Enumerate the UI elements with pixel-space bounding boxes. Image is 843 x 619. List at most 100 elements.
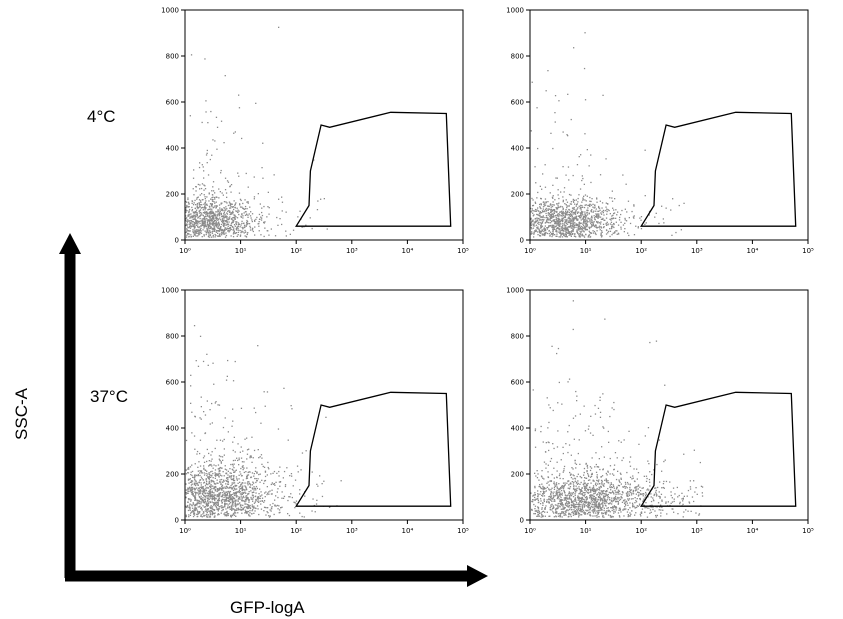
scatter-point bbox=[553, 204, 555, 206]
scatter-point bbox=[665, 502, 667, 504]
scatter-point bbox=[555, 229, 558, 231]
scatter-point bbox=[192, 221, 194, 223]
scatter-point bbox=[600, 486, 602, 488]
scatter-point bbox=[195, 235, 197, 237]
scatter-point bbox=[254, 226, 256, 228]
scatter-point bbox=[235, 227, 237, 230]
scatter-point bbox=[552, 184, 554, 186]
scatter-point bbox=[188, 478, 190, 481]
scatter-point bbox=[241, 206, 243, 208]
scatter-point bbox=[659, 496, 661, 498]
scatter-point bbox=[543, 499, 545, 501]
scatter-point bbox=[539, 232, 541, 234]
scatter-point bbox=[211, 495, 214, 497]
scatter-point bbox=[218, 495, 220, 497]
scatter-point bbox=[191, 220, 193, 223]
scatter-point bbox=[598, 504, 600, 506]
scatter-point bbox=[204, 230, 206, 232]
scatter-point bbox=[598, 458, 600, 460]
scatter-point bbox=[572, 219, 575, 221]
scatter-point bbox=[595, 208, 597, 210]
scatter-point bbox=[202, 513, 204, 515]
scatter-point bbox=[551, 196, 554, 198]
scatter-point bbox=[238, 498, 240, 500]
scatter-point bbox=[214, 230, 216, 232]
scatter-point bbox=[221, 496, 223, 498]
scatter-point bbox=[582, 211, 584, 213]
scatter-point bbox=[586, 212, 588, 214]
scatter-point bbox=[215, 502, 217, 504]
scatter-point bbox=[539, 232, 542, 234]
scatter-point bbox=[547, 464, 549, 466]
scatter-point bbox=[568, 216, 570, 219]
scatter-point bbox=[572, 200, 574, 202]
scatter-point bbox=[568, 513, 570, 515]
scatter-point bbox=[576, 395, 578, 397]
scatter-point bbox=[620, 483, 622, 485]
scatter-point bbox=[185, 514, 187, 516]
scatter-point bbox=[562, 482, 565, 484]
scatter-point bbox=[592, 511, 594, 513]
scatter-point bbox=[216, 488, 218, 491]
scatter-point bbox=[571, 492, 573, 494]
scatter-point bbox=[590, 482, 592, 484]
scatter-point bbox=[209, 206, 211, 208]
scatter-point bbox=[583, 215, 585, 218]
scatter-point bbox=[192, 494, 194, 496]
scatter-point bbox=[225, 192, 228, 194]
scatter-point bbox=[624, 222, 626, 224]
scatter-point bbox=[255, 467, 257, 469]
scatter-point bbox=[590, 415, 592, 417]
scatter-point bbox=[627, 504, 629, 506]
scatter-point bbox=[566, 207, 568, 209]
scatter-point bbox=[591, 198, 593, 200]
scatter-point bbox=[594, 404, 596, 407]
scatter-point bbox=[198, 232, 200, 234]
scatter-point bbox=[250, 217, 252, 219]
scatter-point bbox=[562, 506, 564, 508]
scatter-point bbox=[591, 503, 593, 505]
scatter-point bbox=[570, 194, 572, 196]
scatter-point bbox=[200, 476, 203, 478]
scatter-point bbox=[223, 215, 225, 217]
scatter-point bbox=[204, 202, 206, 204]
scatter-point bbox=[217, 230, 219, 232]
scatter-point bbox=[637, 484, 640, 486]
scatter-point bbox=[291, 496, 293, 499]
scatter-point bbox=[532, 219, 534, 221]
scatter-point bbox=[601, 482, 603, 484]
scatter-point bbox=[595, 233, 597, 236]
scatter-point bbox=[561, 210, 563, 212]
scatter-point bbox=[202, 229, 204, 231]
scatter-point bbox=[579, 212, 581, 214]
scatter-point bbox=[192, 177, 195, 179]
scatter-point bbox=[579, 483, 581, 485]
scatter-point bbox=[629, 483, 631, 485]
scatter-point bbox=[218, 229, 221, 231]
scatter-point bbox=[604, 479, 606, 481]
scatter-point bbox=[534, 230, 536, 232]
scatter-point bbox=[620, 221, 622, 223]
scatter-point bbox=[279, 481, 282, 483]
scatter-point bbox=[237, 172, 239, 174]
scatter-point bbox=[193, 514, 196, 516]
scatter-point bbox=[553, 220, 555, 222]
scatter-point bbox=[607, 209, 609, 211]
scatter-point bbox=[546, 227, 548, 229]
scatter-point bbox=[199, 217, 201, 220]
x-tick-label: 10¹ bbox=[235, 247, 247, 255]
scatter-point bbox=[205, 478, 207, 480]
scatter-point bbox=[261, 167, 263, 169]
scatter-point bbox=[237, 231, 240, 233]
scatter-point bbox=[246, 506, 248, 508]
scatter-point bbox=[259, 495, 261, 497]
scatter-point bbox=[292, 485, 294, 487]
scatter-point bbox=[253, 487, 255, 490]
scatter-point bbox=[601, 509, 603, 511]
scatter-point bbox=[597, 216, 599, 218]
scatter-point bbox=[581, 205, 583, 207]
scatter-point bbox=[599, 200, 601, 202]
scatter-point bbox=[252, 481, 254, 483]
scatter-point bbox=[580, 213, 582, 215]
scatter-point bbox=[620, 441, 622, 443]
